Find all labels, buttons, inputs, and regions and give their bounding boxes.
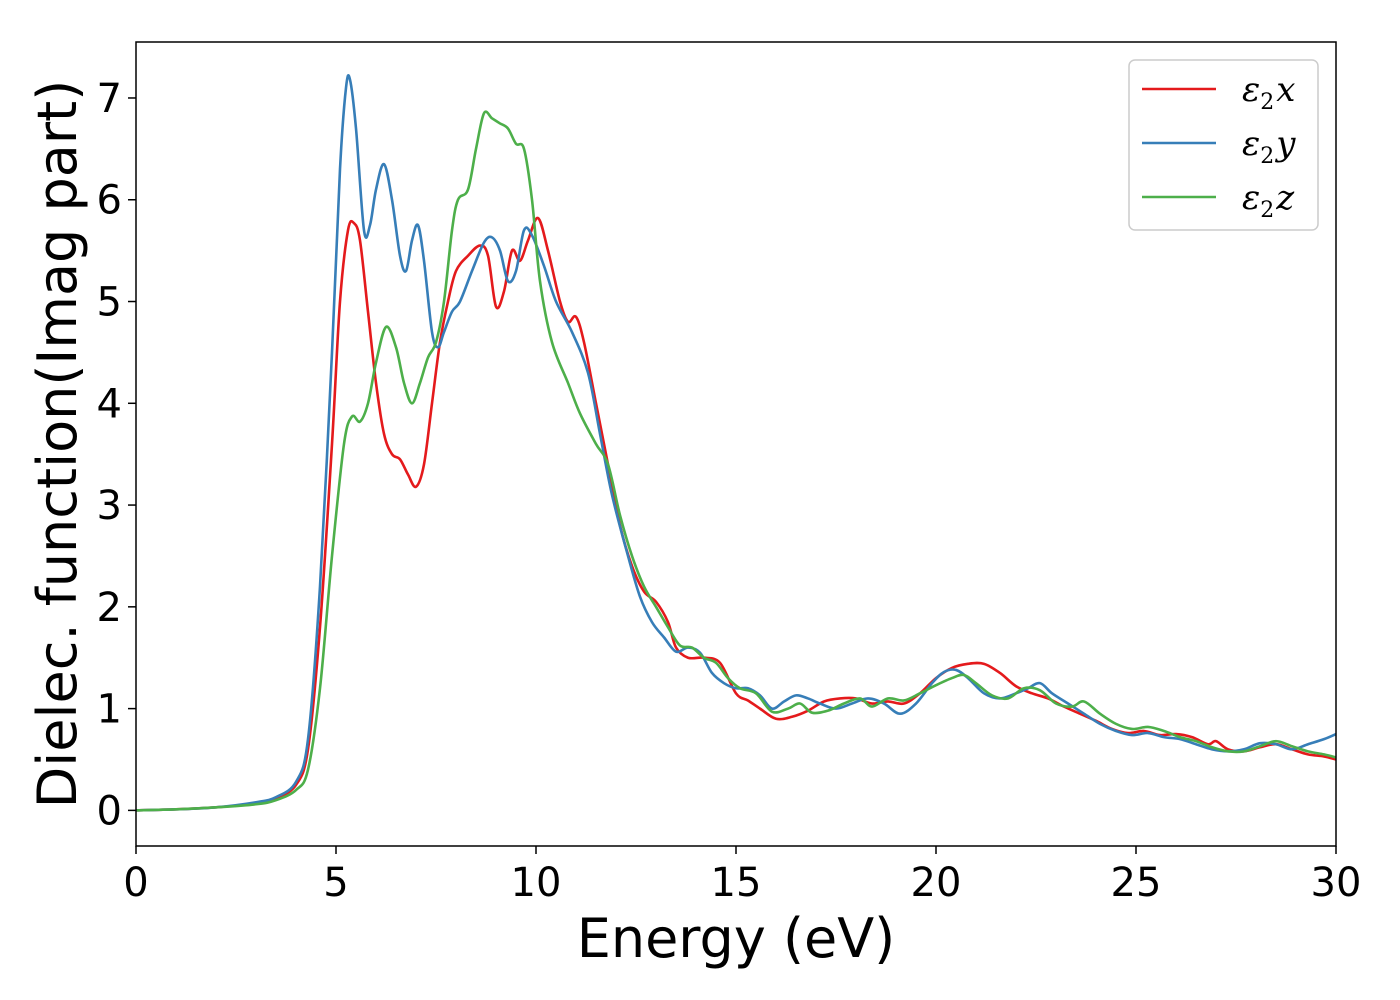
y-tick-label: 7 <box>97 76 122 122</box>
y-tick-label: 0 <box>97 788 122 834</box>
x-tick-label: 5 <box>323 860 348 906</box>
legend-label-x: ε2x <box>1242 70 1295 115</box>
x-tick-label: 15 <box>711 860 762 906</box>
y-tick-label: 2 <box>97 585 122 631</box>
legend: ε2x ε2y ε2z <box>1128 59 1319 231</box>
x-tick-label: 30 <box>1311 860 1362 906</box>
y-axis-ticks: 0 1 2 3 4 5 6 7 <box>97 76 136 834</box>
y-axis-label: Dielec. function(Imag part) <box>26 80 89 809</box>
x-tick-label: 10 <box>511 860 562 906</box>
legend-items: ε2x ε2y ε2z <box>1142 70 1296 223</box>
y-tick-label: 1 <box>97 687 122 733</box>
y-tick-label: 4 <box>97 381 122 427</box>
series-line-y <box>136 74 1336 812</box>
legend-label-y: ε2y <box>1242 124 1296 169</box>
x-tick-label: 0 <box>123 860 148 906</box>
x-axis-label: Energy (eV) <box>577 907 896 970</box>
x-tick-label: 25 <box>1111 860 1162 906</box>
plot-lines <box>136 74 1336 812</box>
x-axis-ticks: 0 5 10 15 20 25 30 <box>123 846 1361 906</box>
legend-label-z: ε2z <box>1242 178 1295 223</box>
series-line-z <box>136 110 1336 812</box>
legend-box <box>1128 59 1319 231</box>
x-tick-label: 20 <box>911 860 962 906</box>
y-tick-label: 3 <box>97 483 122 529</box>
y-tick-label: 5 <box>97 280 122 326</box>
y-tick-label: 6 <box>97 178 122 224</box>
